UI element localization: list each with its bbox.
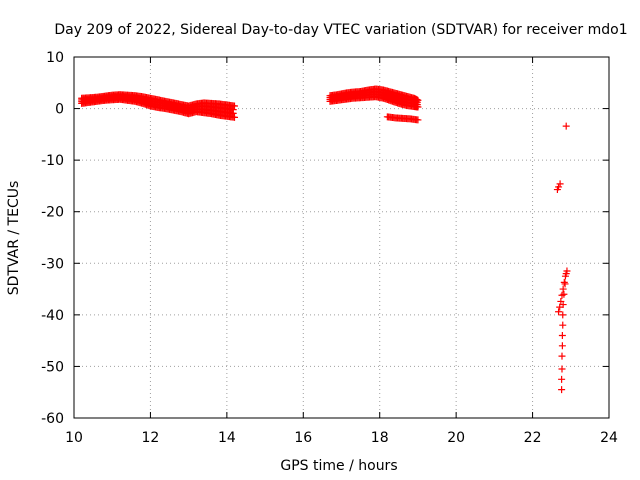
plot-frame (73, 56, 610, 419)
y-tick-label: -40 (41, 308, 64, 324)
data-point (560, 290, 568, 298)
x-tick-label: 24 (600, 430, 618, 446)
axis-ticks: 10 12 14 16 18 20 22 24 10 0 -10 -20 -30 -40 -50 -60 (41, 50, 618, 446)
y-tick-label: 0 (55, 102, 64, 118)
x-axis-label: GPS time / hours (280, 458, 397, 474)
y-tick-label: -50 (41, 359, 64, 375)
data-point (558, 365, 566, 373)
data-point (559, 311, 567, 319)
data-point (560, 278, 568, 286)
x-tick-label: 20 (447, 430, 465, 446)
y-tick-label: -30 (41, 256, 64, 272)
data-point-fill (413, 98, 421, 106)
data-point (562, 122, 570, 130)
data-point (555, 308, 563, 316)
data-point-fill (229, 106, 237, 114)
data-point (558, 375, 566, 383)
x-tick-label: 10 (65, 430, 83, 446)
grid (74, 57, 609, 418)
data-point (559, 301, 567, 309)
chart-title: Day 209 of 2022, Sidereal Day-to-day VTE… (54, 22, 627, 38)
y-tick-label: -10 (41, 153, 64, 169)
data-point (414, 116, 422, 124)
data-point (561, 280, 569, 288)
x-tick-label: 14 (218, 430, 236, 446)
x-tick-label: 22 (524, 430, 542, 446)
x-tick-label: 16 (294, 430, 312, 446)
y-tick-label: 10 (46, 50, 64, 66)
data-point (556, 180, 564, 188)
data-point (562, 270, 570, 278)
data-point (559, 321, 567, 329)
y-axis-label: SDTVAR / TECUs (6, 181, 22, 296)
x-tick-label: 12 (142, 430, 160, 446)
data-point (558, 342, 566, 350)
data-point (553, 186, 561, 194)
data-point (231, 113, 238, 121)
x-tick-label: 18 (371, 430, 389, 446)
y-tick-label: -20 (41, 205, 64, 221)
data-point (559, 285, 567, 293)
data-point (558, 386, 566, 394)
data-point (558, 352, 566, 360)
y-tick-label: -60 (41, 411, 64, 427)
data-points (78, 85, 571, 394)
data-point (558, 331, 566, 339)
